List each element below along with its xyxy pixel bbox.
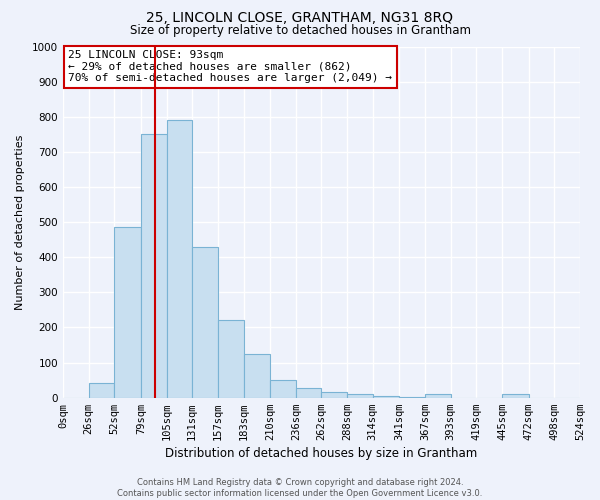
Bar xyxy=(114,226,141,398)
Bar xyxy=(373,396,400,398)
Text: Contains HM Land Registry data © Crown copyright and database right 2024.
Contai: Contains HM Land Registry data © Crown c… xyxy=(118,478,482,498)
Bar xyxy=(270,380,296,398)
Bar xyxy=(167,120,192,398)
Bar xyxy=(89,383,114,398)
Text: 25 LINCOLN CLOSE: 93sqm
← 29% of detached houses are smaller (862)
70% of semi-d: 25 LINCOLN CLOSE: 93sqm ← 29% of detache… xyxy=(68,50,392,83)
Bar xyxy=(192,246,218,398)
Text: Size of property relative to detached houses in Grantham: Size of property relative to detached ho… xyxy=(130,24,470,37)
Bar xyxy=(400,397,425,398)
Bar xyxy=(244,354,270,398)
Bar xyxy=(502,394,529,398)
Bar xyxy=(141,134,167,398)
Bar xyxy=(218,320,244,398)
Bar xyxy=(425,394,451,398)
Bar xyxy=(347,394,373,398)
X-axis label: Distribution of detached houses by size in Grantham: Distribution of detached houses by size … xyxy=(166,447,478,460)
Bar xyxy=(296,388,322,398)
Text: 25, LINCOLN CLOSE, GRANTHAM, NG31 8RQ: 25, LINCOLN CLOSE, GRANTHAM, NG31 8RQ xyxy=(146,11,454,25)
Bar xyxy=(322,392,347,398)
Y-axis label: Number of detached properties: Number of detached properties xyxy=(15,134,25,310)
